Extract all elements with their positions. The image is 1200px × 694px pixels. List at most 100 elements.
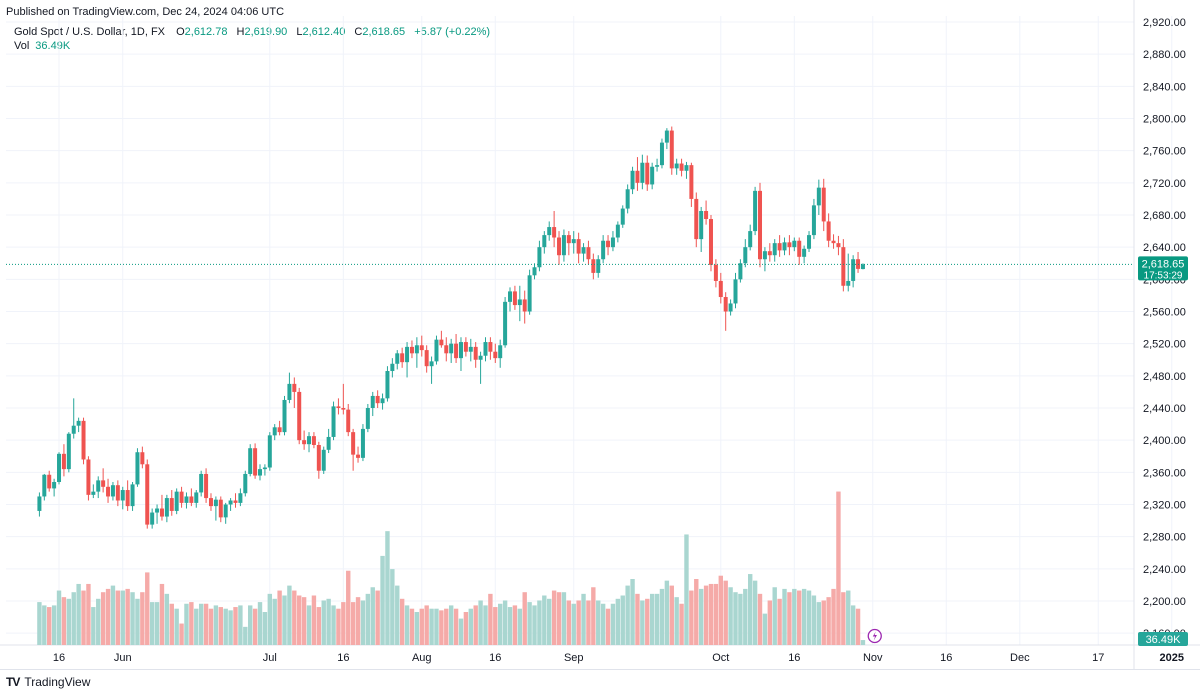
candle (777, 235, 782, 257)
candle (664, 128, 669, 150)
volume-bar (458, 618, 464, 645)
volume-bar (787, 592, 792, 645)
volume-bar (556, 592, 562, 645)
candle-body (282, 399, 287, 433)
candle (792, 237, 797, 252)
candle-body (360, 428, 365, 458)
candle (434, 335, 439, 365)
y-tick-label: 2,880.00 (1143, 49, 1186, 61)
volume-bar (679, 603, 684, 645)
candle-body (821, 187, 826, 222)
candle (120, 486, 125, 510)
candle (243, 470, 248, 497)
candlesticks (37, 126, 865, 529)
y-tick-label: 2,720.00 (1143, 178, 1186, 190)
candle-body (566, 235, 571, 244)
candle (52, 478, 57, 497)
candle-body (836, 243, 841, 248)
low-label: L (296, 26, 303, 38)
volume-bar (654, 593, 660, 645)
volume-bar (855, 608, 861, 645)
volume-bar (243, 626, 248, 645)
candle-body (777, 243, 782, 251)
candle (140, 446, 145, 469)
candle (449, 338, 454, 363)
candle-body (748, 231, 753, 248)
candle-body (194, 492, 199, 503)
candle (846, 253, 851, 292)
candle-body (164, 498, 169, 517)
candle-body (336, 406, 341, 409)
volume-bar (723, 580, 728, 645)
candle (155, 504, 160, 524)
volume-bar (380, 555, 385, 645)
vol-label[interactable]: Vol (14, 40, 30, 52)
candle (444, 337, 449, 362)
candle-body (106, 486, 111, 497)
volume-bar (66, 598, 72, 645)
volume-bar (287, 585, 292, 645)
candle (326, 428, 331, 454)
volume-bar (321, 600, 326, 645)
high-label: H (236, 26, 245, 38)
tradingview-brand[interactable]: TV TradingView (6, 675, 90, 689)
candle-body (81, 420, 86, 460)
candle (851, 255, 856, 288)
candle (826, 213, 831, 248)
volume-bar (586, 600, 591, 645)
volume-bar (346, 570, 351, 645)
candle-body (429, 361, 434, 367)
candle-body (723, 297, 728, 312)
candle (174, 488, 179, 515)
volume-bar (336, 608, 341, 645)
volume-bar (213, 605, 219, 645)
candle-body (42, 474, 47, 497)
candle (782, 237, 787, 256)
candle (233, 493, 238, 508)
candle (169, 490, 174, 516)
volume-bar (625, 585, 630, 645)
symbol-title[interactable]: Gold Spot / U.S. Dollar, 1D, FX (14, 26, 166, 38)
candle-body (125, 490, 130, 507)
candle-body (493, 351, 498, 359)
candle (635, 157, 640, 191)
volume-bar (424, 605, 429, 645)
candle-body (713, 264, 718, 281)
volume-bar (782, 588, 787, 645)
candle-body (213, 499, 218, 507)
candle-body (787, 242, 792, 248)
candle-body (380, 398, 385, 404)
candle-body (738, 263, 743, 280)
volume-bar (738, 593, 743, 645)
candle (640, 154, 645, 190)
candle (797, 237, 802, 265)
candle (76, 417, 81, 433)
candle-body (684, 165, 689, 171)
volume-bar (257, 602, 263, 645)
candle-body (223, 504, 228, 518)
candle-body (307, 436, 312, 445)
candle-body (527, 275, 532, 312)
candle-body (762, 251, 767, 260)
candle-body (542, 235, 547, 248)
price-axis: 2,920.00 2,880.00 2,840.00 2,800.00 2,760.00… (1143, 17, 1186, 640)
volume-bar (439, 610, 444, 645)
volume-bar (640, 600, 645, 645)
volume-bar (694, 579, 699, 645)
candle-body (630, 170, 635, 190)
candle-body (640, 162, 645, 183)
candle (414, 337, 419, 368)
candle (655, 158, 660, 172)
x-tick-label: Sep (564, 652, 584, 664)
candle (738, 259, 743, 283)
volume-bar (748, 574, 753, 645)
volume-bar (551, 590, 557, 645)
candle (258, 464, 263, 481)
volume-bar (483, 605, 488, 645)
volume-bar (806, 590, 812, 645)
candle (512, 285, 517, 310)
candle (321, 446, 326, 474)
price-chart[interactable]: 2,920.00 2,880.00 2,840.00 2,800.00 2,760.00… (0, 0, 1200, 670)
candle (596, 255, 601, 278)
candle-body (233, 500, 238, 503)
